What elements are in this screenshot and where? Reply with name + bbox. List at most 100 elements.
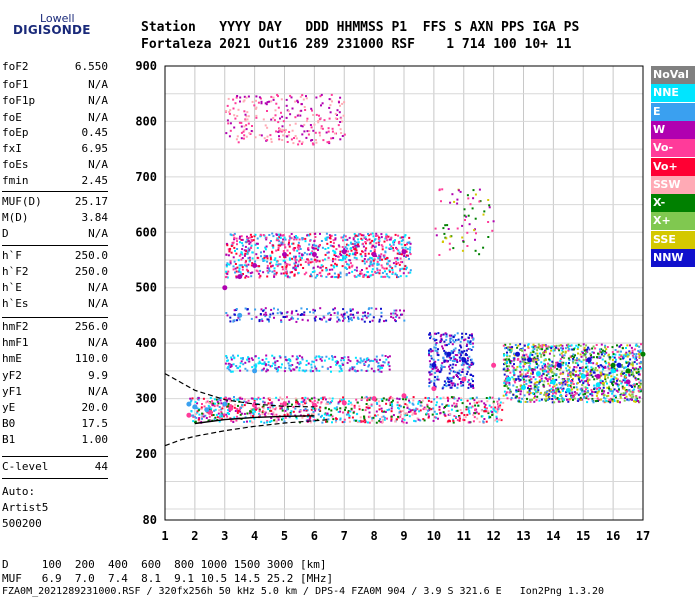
echo-dot [361, 250, 363, 253]
echo-dot [488, 206, 491, 209]
echo-dot [363, 415, 365, 418]
echo-dot [260, 102, 263, 105]
echo-dot [606, 395, 608, 398]
echo-dot [638, 400, 641, 403]
echo-dot [327, 418, 330, 421]
echo-dot [354, 253, 357, 256]
echo-dot [624, 391, 627, 394]
echo-dot [389, 266, 392, 269]
echo-dot [353, 406, 356, 409]
echo-dot [482, 246, 485, 249]
echo-dot [385, 237, 388, 239]
echo-dot [279, 234, 282, 237]
echo-dot [276, 360, 279, 362]
echo-dot [502, 401, 505, 404]
echo-dot [601, 358, 604, 361]
echo-dot [514, 396, 517, 399]
echo-dot [364, 249, 367, 252]
legend-ssw: SSW [651, 175, 695, 194]
legend-w: W [651, 120, 695, 139]
echo-dot [213, 418, 216, 421]
echo-dot [475, 232, 477, 235]
legend-e: E [651, 102, 695, 121]
echo-dot [554, 364, 557, 367]
echo-dot [408, 241, 411, 244]
echo-dot [637, 389, 640, 392]
echo-dot [601, 371, 604, 374]
echo-dot [607, 394, 610, 397]
echo-dot [601, 390, 604, 393]
echo-dot [333, 272, 336, 275]
echo-dot [600, 353, 603, 356]
echo-dot [350, 407, 353, 410]
echo-dot [526, 372, 529, 374]
echo-dot [229, 109, 232, 112]
echo-dot [316, 265, 319, 268]
echo-dot [551, 398, 554, 400]
echo-dot [383, 361, 386, 364]
echo-dot [314, 236, 317, 238]
echo-dot [331, 421, 333, 424]
echo-dot [236, 319, 238, 322]
echo-dot [340, 117, 343, 120]
echo-dot [603, 353, 606, 356]
echo-dot [375, 414, 378, 417]
echo-dot [315, 359, 318, 362]
echo-dot [264, 246, 267, 249]
echo-dot [470, 363, 473, 366]
echo-dot [573, 397, 576, 400]
echo-dot [561, 354, 564, 357]
echo-dot [559, 366, 562, 369]
echo-dot [329, 401, 332, 404]
echo-dot [576, 388, 579, 391]
echo-dot [525, 382, 528, 385]
echo-dot [231, 241, 234, 244]
echo-dot [470, 358, 473, 361]
echo-dot [499, 418, 502, 421]
echo-dot [444, 414, 447, 417]
echo-dot [244, 361, 247, 364]
echo-dot [258, 410, 261, 413]
echo-dot [356, 401, 359, 404]
echo-dot [587, 398, 590, 401]
param-key: h`F2 [2, 265, 29, 278]
echo-dot [272, 235, 275, 238]
echo-dot [436, 396, 439, 398]
echo-dot [437, 359, 440, 361]
echo-dot [232, 98, 235, 101]
echo-dot [446, 396, 449, 399]
echo-dot [452, 382, 455, 385]
echo-dot [578, 380, 581, 383]
echo-dot [275, 271, 278, 274]
x-tick-label: 11 [457, 529, 471, 543]
echo-dot [461, 224, 464, 227]
echo-dot [290, 96, 293, 99]
x-tick-label: 10 [427, 529, 441, 543]
echo-dot [380, 311, 383, 314]
x-tick-label: 9 [400, 529, 407, 543]
echo-dot [299, 314, 302, 316]
echo-dot [277, 248, 280, 251]
echo-dot [339, 96, 342, 99]
echo-dot [381, 421, 384, 423]
echo-dot [379, 255, 382, 258]
echo-dot [509, 346, 512, 349]
echo-dot [433, 361, 436, 364]
echo-dot [234, 267, 237, 270]
echo-dot [197, 398, 200, 401]
echo-dot [376, 260, 379, 263]
echo-dot [365, 395, 368, 398]
echo-dot [445, 382, 447, 385]
echo-dot [404, 244, 407, 246]
echo-dot [311, 109, 313, 112]
echo-dot [463, 419, 466, 422]
echo-dot [300, 124, 303, 127]
echo-dot [594, 387, 597, 390]
echo-dot [594, 347, 597, 350]
echo-dot [614, 394, 617, 397]
echo-dot [602, 349, 604, 352]
echo-dot [266, 139, 269, 142]
echo-dot [396, 397, 399, 400]
echo-dot [270, 402, 273, 405]
echo-dot [189, 397, 192, 400]
